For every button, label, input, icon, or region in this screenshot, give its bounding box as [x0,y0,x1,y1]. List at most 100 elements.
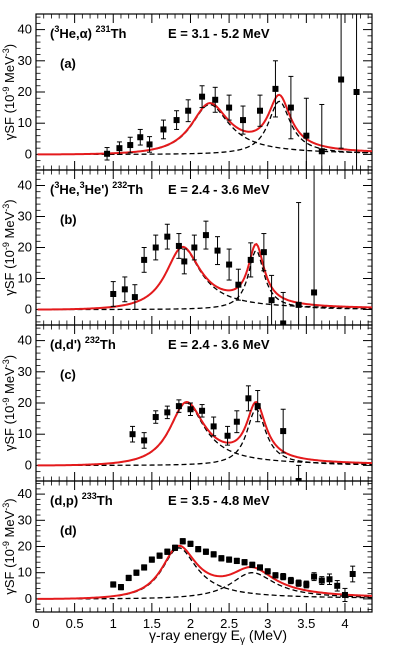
data-point [226,104,233,111]
data-point [146,141,153,148]
data-point [141,437,148,444]
data-point [202,548,209,555]
data-point [104,150,111,157]
panel-label: (d) [60,523,77,538]
y-tick-label: 40 [18,333,32,348]
y-axis-label: γSF (10-9 MeV-3) [1,355,17,451]
y-tick-label: 40 [18,486,32,501]
total-fit-curve [37,544,372,600]
data-point [318,577,325,584]
energy-range-label: E = 2.4 - 3.6 MeV [168,182,270,197]
data-point [226,261,233,268]
data-point [133,569,140,576]
data-point [210,551,217,558]
data-point [210,423,217,430]
data-point [218,555,225,562]
y-tick-label: 20 [18,539,32,554]
data-point [152,244,159,251]
data-point [117,584,124,591]
y-tick-label: 10 [18,271,32,286]
y-tick-label: 0 [25,302,32,317]
data-point [303,132,310,139]
x-tick-label: 2.5 [220,616,238,631]
data-point [268,297,275,304]
plot-area [37,14,372,170]
data-point [264,568,271,575]
data-point [116,145,123,152]
data-point [311,573,318,580]
data-point [254,403,261,410]
data-point [287,104,294,111]
y-tick-label: 40 [18,178,32,193]
data-point [272,85,279,92]
reaction-label: (d,d') 232Th [50,335,116,352]
data-point [156,552,163,559]
data-point [334,582,341,589]
panel-label: (a) [60,56,76,71]
panel-label: (c) [60,367,76,382]
component-curve-2 [37,249,372,311]
x-tick-label: 1.5 [143,616,161,631]
data-point [131,294,138,301]
data-point [245,395,252,402]
energy-range-label: E = 3.5 - 4.8 MeV [168,493,270,508]
data-point [148,556,155,563]
data-point [233,418,240,425]
reaction-label: (3He,α) 231Th [50,24,127,41]
data-point [341,591,348,598]
component-curve-1 [37,246,372,311]
data-point [287,577,294,584]
y-tick-label: 30 [18,364,32,379]
data-point [175,403,182,410]
x-tick-label: 4 [341,616,348,631]
y-tick-label: 20 [18,84,32,99]
x-tick-label: 1 [110,616,117,631]
data-point [181,258,188,265]
data-point [199,407,206,414]
plot-area [37,385,372,481]
total-fit-curve [37,400,372,467]
x-tick-label: 0 [32,616,39,631]
data-point [172,544,179,551]
y-tick-label: 20 [18,395,32,410]
plot-area [37,538,372,603]
data-point [185,107,192,114]
data-point [187,406,194,413]
data-point [247,256,254,263]
total-fit-curve [37,242,372,311]
data-point [110,291,117,297]
component-curve-2 [37,408,372,467]
data-point [303,581,310,588]
data-point [326,576,333,583]
data-point [195,546,202,553]
data-point [141,256,148,263]
component-curve-1 [37,547,372,600]
data-point [179,538,186,545]
data-point [129,431,136,438]
data-point [280,428,287,435]
data-point [338,76,345,83]
data-point [127,142,134,149]
data-point [187,540,194,547]
x-tick-label: 3.5 [297,616,315,631]
data-point [260,249,267,256]
y-tick-label: 30 [18,209,32,224]
x-axis-tick-labels: 0 0.5 1 1.5 2 2.5 3 3.5 4 [32,616,348,631]
data-point [240,117,247,124]
data-point [272,572,279,579]
data-point [175,242,182,249]
data-point [295,580,302,587]
y-tick-label: 10 [18,426,32,441]
total-fit-curve [37,93,372,156]
reaction-label: (3He,3He') 232Th [50,180,143,197]
data-point [349,571,356,578]
data-point [241,559,248,566]
data-point [233,557,240,564]
component-curve-2 [37,100,372,156]
data-point [353,89,360,95]
data-point [121,286,128,293]
y-tick-label: 40 [18,22,32,37]
